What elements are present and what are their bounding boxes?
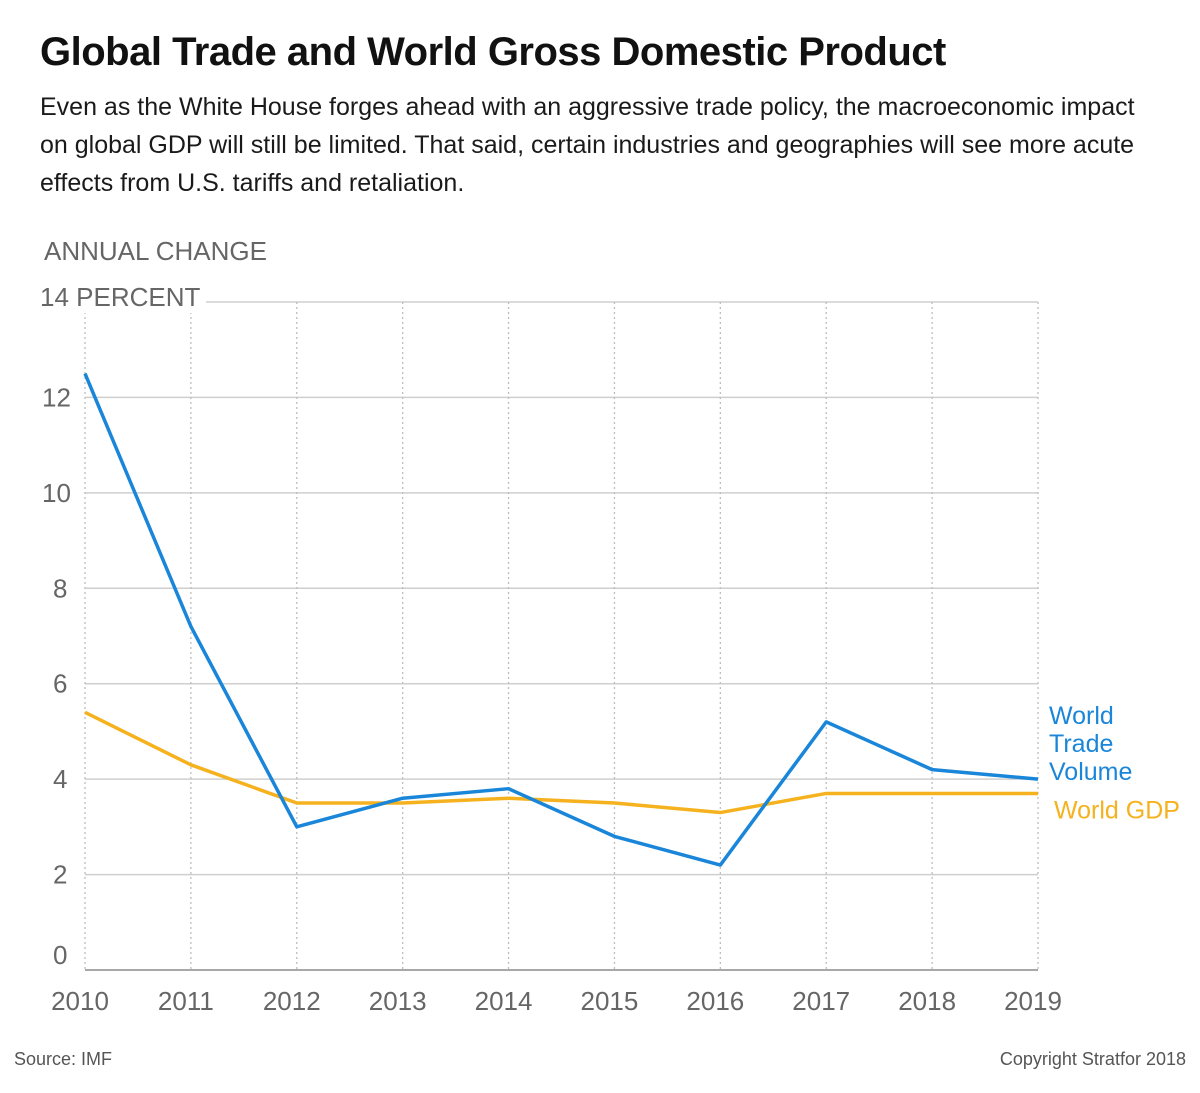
x-tick-label: 2016 (686, 986, 744, 1016)
tick-layer: 0 2 4 6 8 10 12 2010 2011 2012 2013 2014 2015 2016 201… (42, 382, 1062, 1016)
series-label: World GDP (1054, 796, 1180, 824)
y-axis-unit: PERCENT (76, 282, 201, 312)
chart-subtitle: Even as the White House forges ahead wit… (40, 93, 1135, 197)
grid-layer (84, 301, 1039, 971)
series-line-world-gdp (84, 710, 1038, 815)
x-tick-label: 2013 (369, 986, 427, 1016)
x-tick-label: 2017 (792, 986, 850, 1016)
series-label: World (1049, 702, 1114, 730)
source-note: Source: IMF (14, 1049, 113, 1069)
y-tick-label: 12 (42, 382, 71, 412)
x-tick-label: 2012 (263, 986, 321, 1016)
copyright-note: Copyright Stratfor 2018 (999, 1049, 1186, 1069)
y-tick-label: 10 (42, 478, 71, 508)
series-label: Volume (1049, 758, 1132, 786)
chart-title: Global Trade and World Gross Domestic Pr… (40, 30, 946, 74)
x-tick-label: 2019 (1004, 986, 1062, 1016)
y-axis-top-tick: 14 PERCENT (40, 282, 207, 313)
series-layer (83, 372, 1039, 867)
y-tick-label: 8 (53, 573, 67, 603)
x-tick-label: 2010 (51, 986, 109, 1016)
y-tick-label: 6 (53, 669, 67, 699)
x-tick-label: 2018 (898, 986, 956, 1016)
x-tick-label: 2015 (581, 986, 639, 1016)
y-tick-label: 0 (53, 940, 67, 970)
y-tick-label: 2 (53, 860, 67, 890)
x-tick-label: 2011 (158, 986, 214, 1016)
y-tick-label: 4 (53, 764, 67, 794)
y-axis-title: ANNUAL CHANGE (44, 236, 267, 266)
series-line-world-trade-volume (83, 372, 1039, 867)
y-tick-max: 14 (40, 282, 69, 312)
series-label: Trade (1049, 730, 1113, 758)
x-tick-label: 2014 (475, 986, 533, 1016)
